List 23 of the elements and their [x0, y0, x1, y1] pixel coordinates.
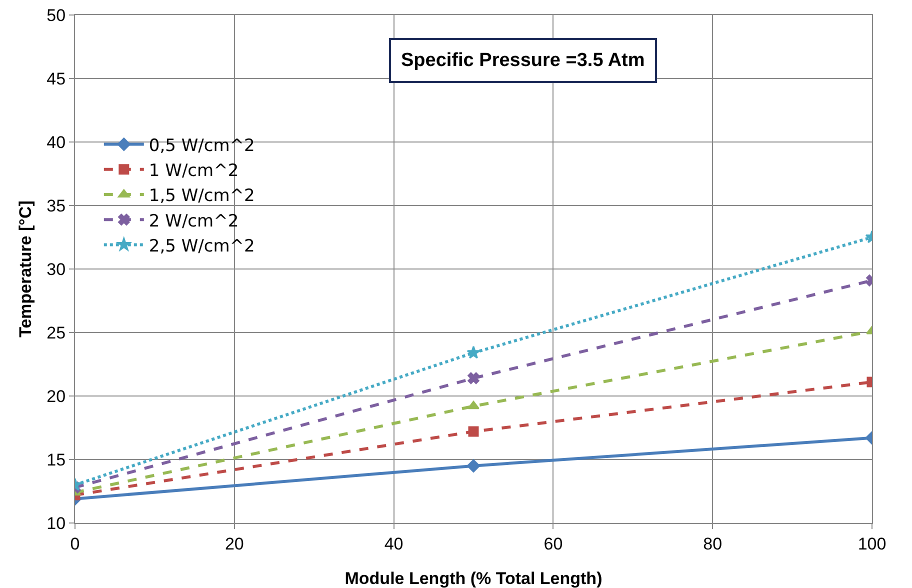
- y-tick-label: 35: [46, 196, 66, 216]
- x-tick-label: 0: [70, 534, 80, 554]
- y-tick-label: 40: [46, 132, 66, 152]
- y-axis-title: Temperature [°C]: [16, 200, 35, 338]
- x-tick-label: 40: [384, 534, 404, 554]
- x-tick-label: 20: [224, 534, 244, 554]
- annotation: Specific Pressure =3.5 Atm: [401, 50, 645, 71]
- legend-label: 2,5 W/cm^2: [148, 236, 260, 256]
- x-tick-label: 60: [544, 534, 563, 554]
- y-tick-label: 45: [46, 69, 66, 88]
- y-tick-label: 30: [46, 260, 66, 279]
- legend-label: 2 W/cm^2: [148, 211, 244, 232]
- y-tick-label: 50: [46, 6, 66, 25]
- y-tick-label: 20: [46, 386, 66, 406]
- legend-label: 1,5 W/cm^2: [148, 186, 260, 206]
- y-tick-label: 25: [46, 323, 66, 342]
- x-axis-title: Module Length (% Total Length): [344, 569, 602, 588]
- x-tick-label: 100: [858, 534, 886, 554]
- x-tick-label: 80: [703, 534, 722, 554]
- legend-label: 1 W/cm^2: [148, 161, 244, 182]
- y-tick-label: 15: [46, 450, 66, 470]
- y-tick-label: 10: [46, 514, 66, 533]
- legend-label: 0,5 W/cm^2: [148, 136, 260, 156]
